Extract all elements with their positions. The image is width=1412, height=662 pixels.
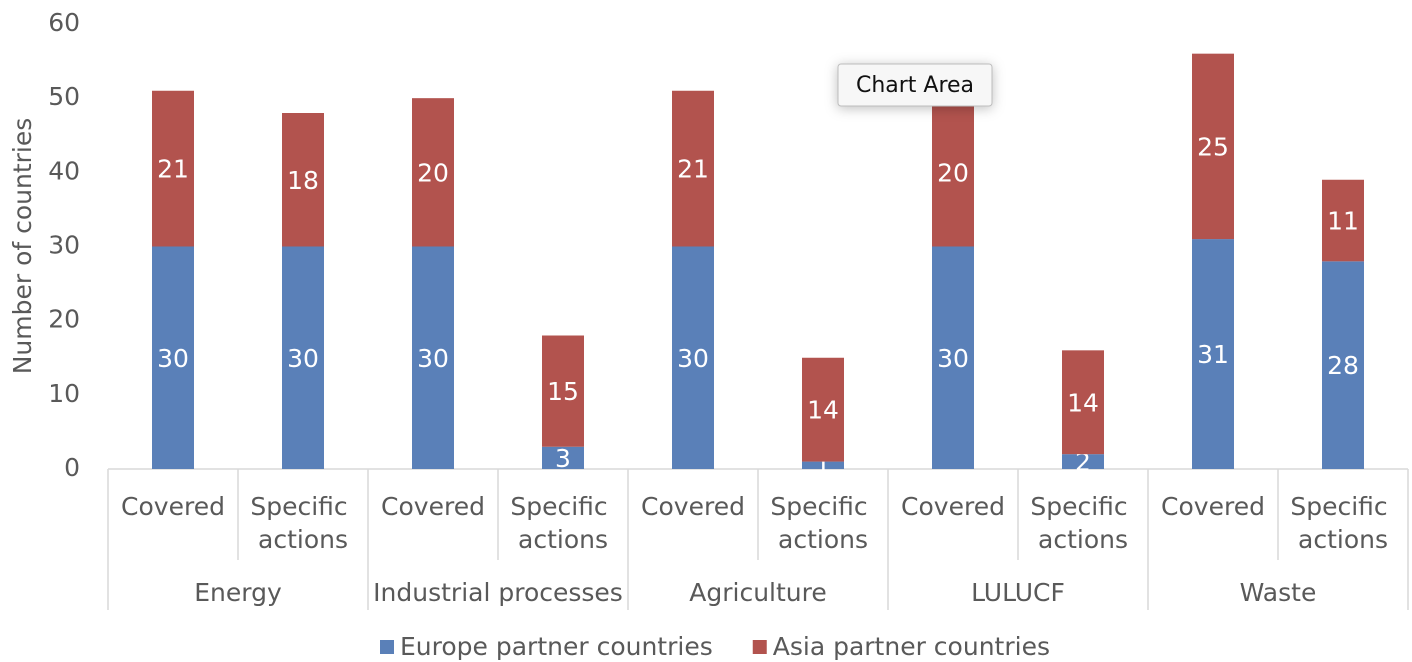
tooltip-text: Chart Area: [856, 73, 974, 98]
bar-segment: [1322, 261, 1364, 469]
x-tick-label: Specific actions: [1030, 492, 1135, 554]
data-label: 30: [157, 344, 189, 373]
data-label: 2: [1075, 448, 1091, 477]
group-label: Energy: [194, 578, 282, 607]
x-tick-label: Specific actions: [250, 492, 355, 554]
bar-segment: [802, 357, 844, 462]
bar-segment: [672, 90, 714, 247]
bar-segment: [542, 335, 584, 447]
bar-segment: [672, 246, 714, 469]
data-label: 3: [555, 444, 571, 473]
data-label: 20: [417, 158, 449, 187]
x-tick-label: Covered: [381, 492, 485, 521]
legend-label: Europe partner countries: [400, 632, 713, 661]
group-label: LULUCF: [971, 578, 1065, 607]
data-label: 30: [937, 344, 969, 373]
group-label: Industrial processes: [373, 578, 623, 607]
bar-segment: [1062, 454, 1104, 469]
data-label: 30: [677, 344, 709, 373]
data-label: 30: [287, 344, 319, 373]
x-tick-label: Specific actions: [770, 492, 875, 554]
x-tick-label: Specific actions: [510, 492, 615, 554]
data-label: 20: [937, 158, 969, 187]
data-label: 14: [807, 396, 839, 425]
data-label: 21: [677, 155, 709, 184]
data-label: 11: [1327, 207, 1359, 236]
bar-segment: [1322, 179, 1364, 262]
bar-segment: [152, 246, 194, 469]
group-label: Agriculture: [689, 578, 827, 607]
bar-segment: [412, 98, 454, 247]
y-tick-label: 30: [48, 231, 80, 260]
data-label: 25: [1197, 132, 1229, 161]
data-label: 28: [1327, 351, 1359, 380]
bar-segment: [932, 98, 974, 247]
data-label: 18: [287, 166, 319, 195]
x-tick-label: Specific actions: [1290, 492, 1395, 554]
group-label: Waste: [1240, 578, 1317, 607]
bar-segment: [282, 113, 324, 247]
data-label: 30: [417, 344, 449, 373]
bar-segment: [1192, 239, 1234, 469]
data-label: 15: [547, 377, 579, 406]
y-tick-label: 0: [64, 453, 80, 482]
x-tick-label: Covered: [1161, 492, 1265, 521]
bar-segment: [802, 461, 844, 469]
y-tick-label: 50: [48, 82, 80, 111]
bar-segment: [412, 246, 454, 469]
y-tick-label: 40: [48, 156, 80, 185]
data-label: 31: [1197, 340, 1229, 369]
data-label: 21: [157, 155, 189, 184]
x-tick-label: Covered: [901, 492, 1005, 521]
y-tick-label: 20: [48, 305, 80, 334]
bar-segment: [542, 446, 584, 469]
y-tick-label: 60: [48, 8, 80, 37]
bar-segment: [282, 246, 324, 469]
bar-segment: [1062, 350, 1104, 455]
x-tick-label: Covered: [641, 492, 745, 521]
legend-swatch: [380, 640, 394, 654]
tooltip-box: [837, 63, 993, 107]
data-label: 14: [1067, 388, 1099, 417]
y-tick-label: 10: [48, 379, 80, 408]
bar-segment: [1192, 53, 1234, 240]
bar-segment: [932, 246, 974, 469]
legend-label: Asia partner countries: [773, 632, 1050, 661]
y-axis-title: Number of countries: [8, 118, 37, 375]
x-tick-label: Covered: [121, 492, 225, 521]
legend-swatch: [752, 640, 767, 654]
bar-segment: [152, 90, 194, 247]
